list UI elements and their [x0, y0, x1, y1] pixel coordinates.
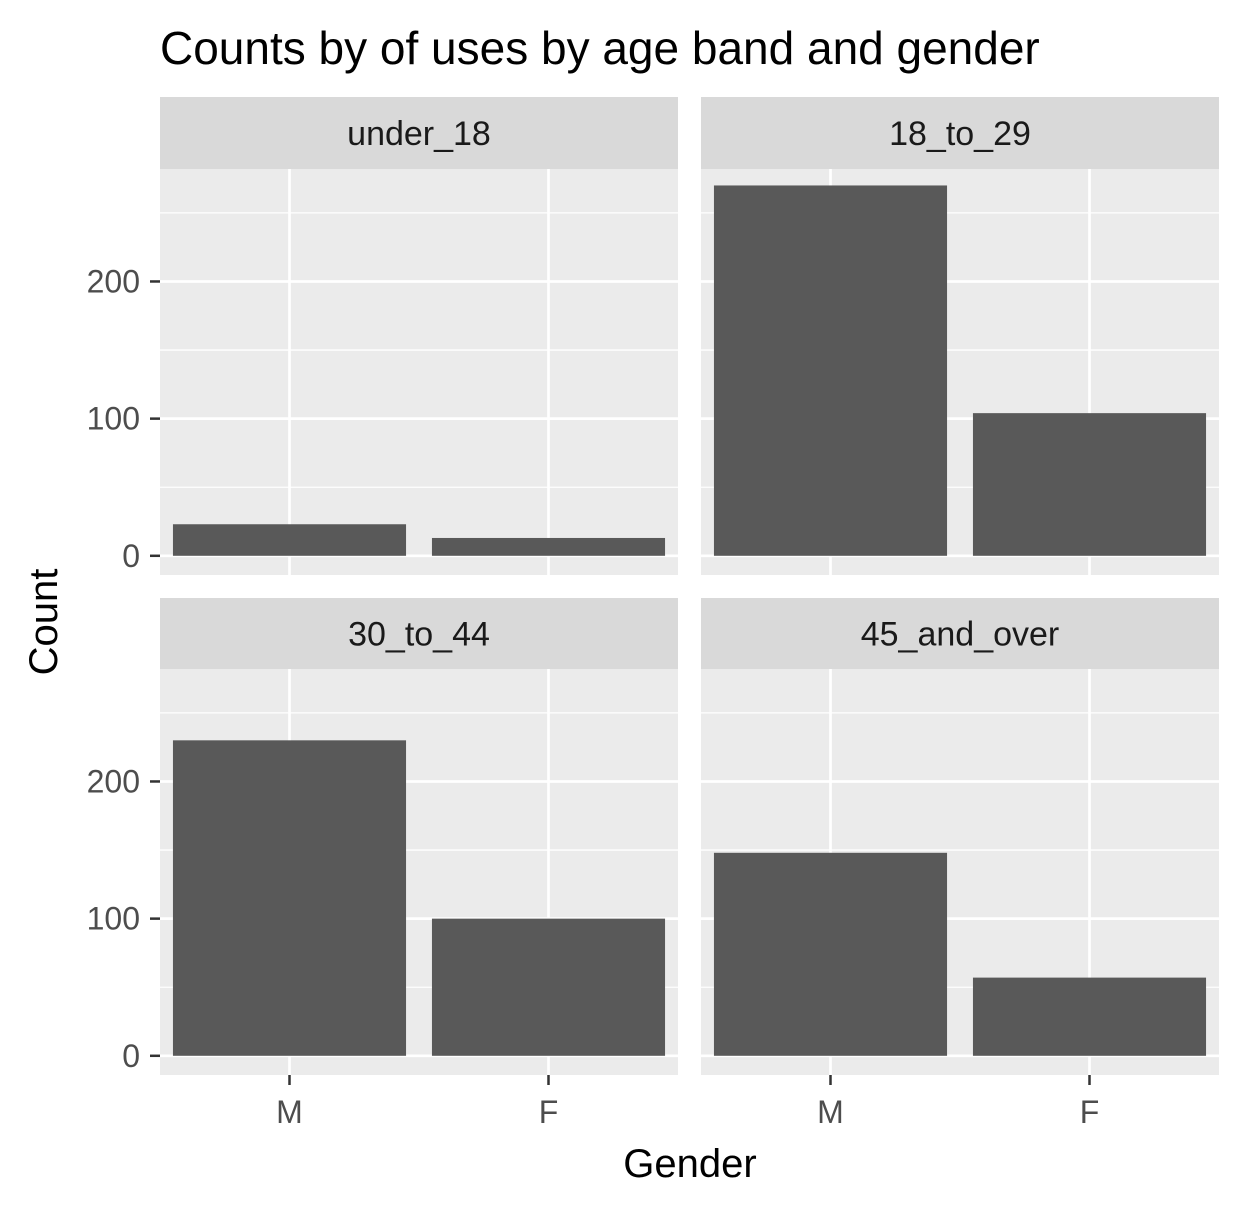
strip-background: [701, 598, 1219, 669]
strip-label-18_to_29: 18_to_29: [889, 115, 1031, 153]
facet-panel-30_to_44: 30_to_44 0 100 200 M F: [87, 598, 678, 1130]
bar-30_to_44-F: [431, 918, 666, 1056]
facet-panel-under_18: under_18 0 100 200: [87, 97, 678, 575]
strip-label-45_and_over: 45_and_over: [861, 616, 1060, 654]
y-tick-label: 100: [87, 901, 140, 937]
y-tick-label: 200: [87, 263, 140, 299]
strip-label-30_to_44: 30_to_44: [348, 616, 490, 654]
y-tick-label: 0: [122, 538, 140, 574]
strip-background: [701, 97, 1219, 169]
bar-under_18-F: [431, 537, 666, 556]
bar-45_and_over-M: [713, 852, 948, 1056]
strip-background: [160, 97, 678, 169]
x-tick-label: M: [817, 1094, 844, 1130]
y-tick-label: 200: [87, 763, 140, 799]
chart-title: Counts by of uses by age band and gender: [160, 22, 1040, 74]
bar-30_to_44-M: [172, 740, 407, 1056]
bar-under_18-M: [172, 524, 407, 556]
bar-45_and_over-F: [972, 977, 1207, 1056]
y-tick-label: 0: [122, 1038, 140, 1074]
x-tick-label: F: [539, 1094, 559, 1130]
facet-panel-18_to_29: 18_to_29: [701, 97, 1219, 575]
facet-panels: under_18 0 100 200 18_to_29 30_to_44 0 100 200 M F…: [87, 97, 1219, 1130]
strip-background: [160, 598, 678, 669]
facet-panel-45_and_over: 45_and_over M F: [701, 598, 1219, 1130]
x-axis-title: Gender: [623, 1142, 756, 1186]
y-axis-title: Count: [22, 569, 66, 676]
panel-background: [160, 169, 678, 575]
x-tick-label: M: [276, 1094, 303, 1130]
y-tick-label: 100: [87, 401, 140, 437]
x-tick-label: F: [1080, 1094, 1100, 1130]
bar-18_to_29-F: [972, 413, 1207, 556]
strip-label-under_18: under_18: [347, 115, 491, 153]
bar-18_to_29-M: [713, 185, 948, 556]
